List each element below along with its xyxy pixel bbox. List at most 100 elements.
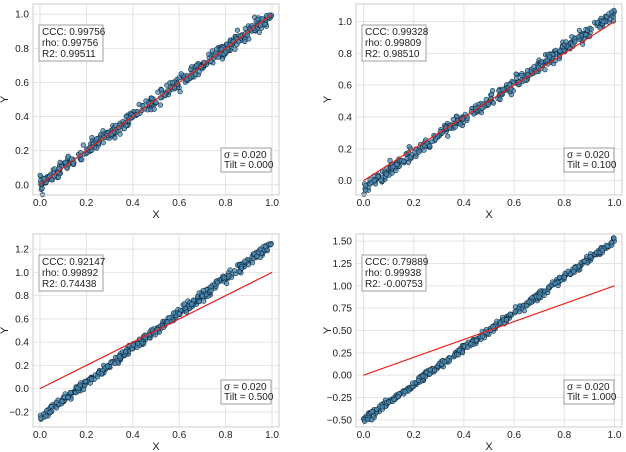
- data-point: [70, 161, 76, 167]
- data-point: [529, 295, 535, 301]
- identity-line: [363, 285, 615, 376]
- data-point: [391, 396, 397, 403]
- scatter-points: [37, 240, 274, 422]
- data-point: [75, 385, 81, 391]
- data-point: [214, 280, 221, 286]
- data-point: [401, 158, 407, 164]
- x-axis-label: X: [152, 209, 160, 221]
- parameter-box-frame: [563, 147, 615, 173]
- data-point: [604, 243, 611, 249]
- y-tick-label: 0.00: [333, 371, 353, 382]
- data-point: [588, 26, 594, 32]
- y-tick-label: −0.2: [9, 407, 29, 418]
- data-point: [221, 275, 227, 281]
- data-point: [196, 298, 203, 305]
- x-tick-label: 0.0: [33, 198, 47, 209]
- y-tick-label: 0.8: [338, 49, 352, 60]
- parameter-line: σ = 0.020: [224, 382, 267, 393]
- data-point: [421, 147, 427, 153]
- data-point: [134, 344, 140, 350]
- data-point: [542, 66, 548, 73]
- metrics-line: rho: 0.99938: [365, 268, 422, 279]
- data-point: [67, 389, 73, 396]
- data-point: [363, 187, 369, 193]
- data-point: [80, 142, 86, 148]
- data-point: [93, 136, 100, 142]
- data-point: [189, 301, 195, 307]
- subplot-tilt-0: 0.0 0.2 0.4 0.6 0.8 1.0 0.0 0.2 0.4 0.6 0.8 1.0 X Y CC…: [0, 3, 280, 221]
- data-point: [123, 123, 129, 129]
- y-tick-label: 1.0: [15, 10, 29, 21]
- x-tick-label: 0.8: [219, 430, 233, 441]
- metrics-line: R2: 0.74438: [42, 279, 97, 290]
- x-tick-label: 0.6: [172, 198, 186, 209]
- data-point: [178, 71, 184, 77]
- identity-line: [39, 13, 273, 186]
- data-point: [100, 140, 106, 146]
- data-point: [599, 247, 605, 253]
- data-point: [37, 172, 43, 178]
- data-point: [524, 67, 531, 74]
- scatter-points: [361, 7, 617, 197]
- data-point: [379, 404, 385, 410]
- parameter-box-frame: [220, 379, 272, 405]
- data-point: [116, 353, 122, 360]
- y-tick-label: 1.0: [15, 268, 29, 279]
- x-tick-label: 0.0: [33, 430, 47, 441]
- data-point: [123, 113, 129, 119]
- data-point: [224, 280, 230, 287]
- data-point: [39, 185, 45, 191]
- data-point: [41, 176, 47, 182]
- data-point: [582, 258, 588, 264]
- data-point: [79, 157, 85, 163]
- y-tick-label: 0.6: [15, 314, 29, 325]
- data-point: [130, 342, 136, 348]
- data-point: [194, 62, 200, 69]
- data-point: [242, 38, 248, 45]
- x-tick-label: 1.0: [608, 430, 622, 441]
- data-point: [512, 308, 518, 314]
- data-point: [122, 348, 129, 355]
- x-tick-label: 0.8: [219, 198, 233, 209]
- data-point: [594, 20, 601, 26]
- data-point: [55, 174, 62, 180]
- data-point: [98, 371, 104, 377]
- data-point: [245, 262, 252, 268]
- parameter-line: Tilt = 0.500: [224, 392, 274, 403]
- data-point: [503, 317, 510, 323]
- data-point: [177, 89, 183, 95]
- data-point: [232, 46, 238, 52]
- x-tick-label: 0.0: [357, 430, 371, 441]
- data-point: [181, 301, 187, 307]
- data-point: [262, 21, 268, 28]
- data-point: [206, 51, 212, 57]
- x-tick-label: 0.4: [457, 198, 471, 209]
- y-axis-label: Y: [322, 95, 334, 103]
- data-point: [234, 27, 240, 33]
- x-tick-label: 1.0: [265, 198, 279, 209]
- data-point: [192, 71, 198, 77]
- data-point: [507, 311, 513, 317]
- x-tick-label: 1.0: [265, 430, 279, 441]
- data-point: [196, 290, 202, 296]
- metrics-line: R2: 0.98510: [365, 49, 420, 60]
- data-point: [263, 244, 269, 250]
- parameter-line: σ = 0.020: [567, 150, 610, 161]
- metrics-line: CCC: 0.99756: [42, 27, 106, 38]
- data-point: [369, 409, 375, 415]
- data-point: [170, 310, 177, 316]
- metrics-line: rho: 0.99809: [365, 38, 422, 49]
- metrics-line: R2: 0.99511: [42, 49, 96, 60]
- data-point: [95, 374, 101, 380]
- data-point: [600, 19, 606, 25]
- x-tick-label: 0.8: [557, 198, 571, 209]
- data-point: [575, 34, 582, 40]
- data-point: [140, 103, 146, 109]
- x-tick-label: 0.4: [457, 430, 471, 441]
- data-point: [394, 162, 400, 168]
- data-point: [371, 178, 377, 184]
- data-point: [485, 101, 492, 108]
